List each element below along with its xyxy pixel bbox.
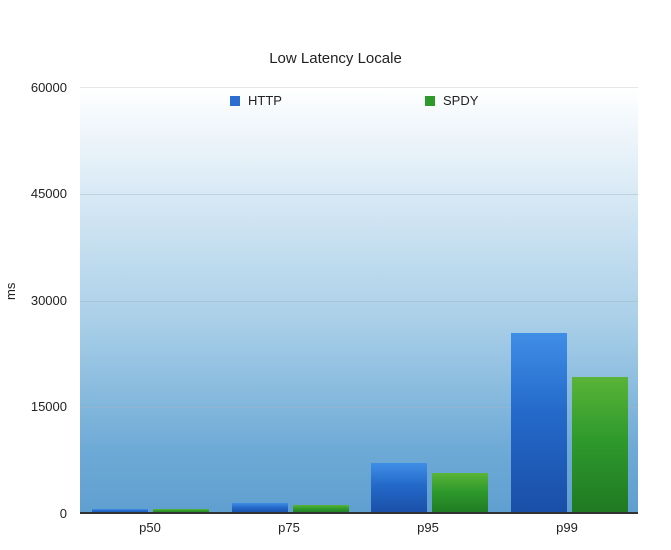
plot-area xyxy=(80,87,638,513)
legend-label-http: HTTP xyxy=(248,93,282,108)
legend-item-http: HTTP xyxy=(230,93,282,108)
legend-item-spdy: SPDY xyxy=(425,93,478,108)
bar-spdy-p75 xyxy=(292,505,349,513)
gridline-30000 xyxy=(80,301,638,302)
legend-label-spdy: SPDY xyxy=(443,93,479,108)
bar-http-p75 xyxy=(231,503,288,513)
legend-swatch-spdy xyxy=(425,95,435,106)
y-tick-30000: 30000 xyxy=(30,293,67,308)
bar-http-p95 xyxy=(371,463,427,513)
gridline-15000 xyxy=(80,407,638,408)
gridline-45000 xyxy=(80,194,638,195)
chart-title: Low Latency Locale xyxy=(269,50,402,67)
x-tick-p50: p50 xyxy=(139,520,161,535)
x-tick-p99: p99 xyxy=(556,520,578,535)
bar-http-p99 xyxy=(510,332,567,513)
y-tick-60000: 60000 xyxy=(30,80,67,95)
y-tick-15000: 15000 xyxy=(30,399,67,414)
bar-spdy-p50 xyxy=(153,508,209,513)
y-tick-0: 0 xyxy=(59,506,67,521)
x-axis xyxy=(80,512,638,514)
bar-spdy-p99 xyxy=(571,376,628,513)
bar-spdy-p95 xyxy=(432,473,488,513)
legend-swatch-http xyxy=(230,95,240,106)
bar-http-p50 xyxy=(92,509,148,513)
y-tick-45000: 45000 xyxy=(30,186,67,201)
x-tick-p95: p95 xyxy=(417,520,439,535)
x-tick-p75: p75 xyxy=(278,520,300,535)
